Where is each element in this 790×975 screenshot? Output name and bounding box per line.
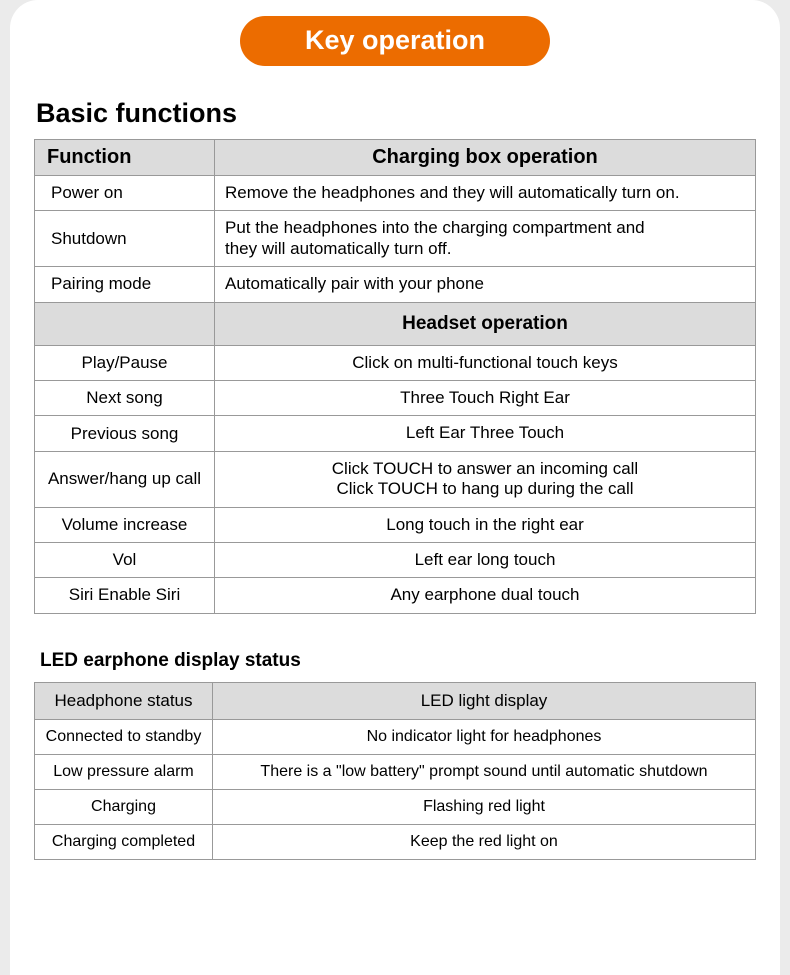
- cell-operation: Left Ear Three Touch: [215, 416, 756, 451]
- section-basic-functions-title: Basic functions: [36, 98, 756, 129]
- cell-status: Connected to standby: [35, 719, 213, 754]
- cell-operation: Put the headphones into the charging com…: [215, 211, 756, 267]
- cell-operation: Automatically pair with your phone: [215, 267, 756, 302]
- cell-led: No indicator light for headphones: [213, 719, 756, 754]
- cell-function: Previous song: [35, 416, 215, 451]
- table-row: Connected to standby No indicator light …: [35, 719, 756, 754]
- table-header-row: Function Charging box operation: [35, 140, 756, 176]
- led-status-table: Headphone status LED light display Conne…: [34, 682, 756, 860]
- cell-operation: Any earphone dual touch: [215, 578, 756, 613]
- cell-status: Charging completed: [35, 824, 213, 859]
- table-row: Vol Left ear long touch: [35, 542, 756, 577]
- table-row: Pairing mode Automatically pair with you…: [35, 267, 756, 302]
- table-row: Answer/hang up call Click TOUCH to answe…: [35, 451, 756, 507]
- table-row: Shutdown Put the headphones into the cha…: [35, 211, 756, 267]
- cell-led: Flashing red light: [213, 789, 756, 824]
- cell-operation-line2: Click TOUCH to hang up during the call: [336, 479, 633, 498]
- table-row: Siri Enable Siri Any earphone dual touch: [35, 578, 756, 613]
- cell-operation: Left ear long touch: [215, 542, 756, 577]
- cell-function: Siri Enable Siri: [35, 578, 215, 613]
- cell-operation: Long touch in the right ear: [215, 507, 756, 542]
- table-row: Charging completed Keep the red light on: [35, 824, 756, 859]
- cell-led: Keep the red light on: [213, 824, 756, 859]
- header-headset-operation: Headset operation: [215, 302, 756, 345]
- table-row: Play/Pause Click on multi-functional tou…: [35, 345, 756, 380]
- table-row: Low pressure alarm There is a "low batte…: [35, 754, 756, 789]
- cell-operation: Click TOUCH to answer an incoming call C…: [215, 451, 756, 507]
- cell-function: Play/Pause: [35, 345, 215, 380]
- cell-function: Volume increase: [35, 507, 215, 542]
- subheader-empty: [35, 302, 215, 345]
- table-row: Previous song Left Ear Three Touch: [35, 416, 756, 451]
- title-pill-text: Key operation: [305, 25, 485, 55]
- cell-led: There is a "low battery" prompt sound un…: [213, 754, 756, 789]
- cell-function: Vol: [35, 542, 215, 577]
- title-pill: Key operation: [240, 16, 550, 66]
- cell-status: Charging: [35, 789, 213, 824]
- table-header-row: Headphone status LED light display: [35, 682, 756, 719]
- header-led-display: LED light display: [213, 682, 756, 719]
- cell-function: Next song: [35, 380, 215, 415]
- cell-operation-line1: Click TOUCH to answer an incoming call: [332, 459, 638, 478]
- header-headphone-status: Headphone status: [35, 682, 213, 719]
- cell-function: Pairing mode: [35, 267, 215, 302]
- cell-function: Power on: [35, 176, 215, 211]
- table-row: Next song Three Touch Right Ear: [35, 380, 756, 415]
- table-row: Power on Remove the headphones and they …: [35, 176, 756, 211]
- section-led-status-title: LED earphone display status: [40, 650, 756, 672]
- header-charging-operation: Charging box operation: [215, 140, 756, 176]
- table-subheader-row: Headset operation: [35, 302, 756, 345]
- table-row: Charging Flashing red light: [35, 789, 756, 824]
- cell-operation: Three Touch Right Ear: [215, 380, 756, 415]
- content-area: Basic functions Function Charging box op…: [10, 50, 780, 860]
- cell-operation: Remove the headphones and they will auto…: [215, 176, 756, 211]
- cell-operation: Click on multi-functional touch keys: [215, 345, 756, 380]
- header-function: Function: [35, 140, 215, 176]
- table-row: Volume increase Long touch in the right …: [35, 507, 756, 542]
- cell-function: Answer/hang up call: [35, 451, 215, 507]
- cell-operation-text: Put the headphones into the charging com…: [225, 218, 645, 257]
- cell-function: Shutdown: [35, 211, 215, 267]
- page-card: Key operation Basic functions Function C…: [10, 0, 780, 975]
- basic-functions-table: Function Charging box operation Power on…: [34, 139, 756, 614]
- cell-status: Low pressure alarm: [35, 754, 213, 789]
